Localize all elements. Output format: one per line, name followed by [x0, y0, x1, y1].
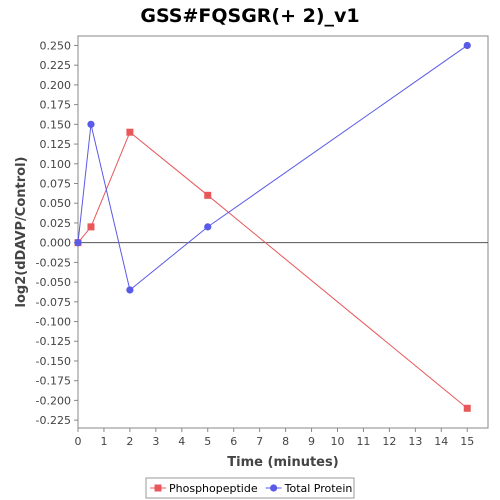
y-tick-label: 0.125	[40, 138, 72, 151]
y-tick-label: -0.050	[36, 276, 71, 289]
x-tick-label: 15	[460, 435, 474, 448]
y-tick-label: -0.150	[36, 355, 71, 368]
x-tick-label: 9	[308, 435, 315, 448]
y-tick-label: 0.200	[40, 79, 72, 92]
x-tick-label: 10	[330, 435, 344, 448]
y-tick-label: 0.075	[40, 177, 72, 190]
legend-marker-circle	[270, 484, 278, 492]
y-tick-label: 0.100	[40, 158, 72, 171]
data-point-circle	[74, 239, 82, 247]
y-tick-label: -0.225	[36, 414, 71, 427]
x-tick-label: 4	[178, 435, 185, 448]
data-point-circle	[87, 120, 95, 128]
x-axis-ticks: 0 1 2 3 4 5 6 7 8 9 10 11 12 13 14 15	[75, 428, 474, 448]
data-point-square	[87, 223, 95, 231]
x-tick-label: 12	[382, 435, 396, 448]
x-tick-label: 11	[356, 435, 370, 448]
x-axis-label: Time (minutes)	[227, 455, 338, 470]
y-tick-label: -0.175	[36, 375, 71, 388]
y-axis-ticks: 0.250 0.225 0.200 0.175 0.150 0.125 0.100 0.075…	[36, 39, 78, 427]
chart-title: GSS#FQSGR(+ 2)_v1	[140, 5, 359, 27]
x-tick-label: 3	[152, 435, 159, 448]
y-tick-label: -0.075	[36, 296, 71, 309]
y-tick-label: 0.225	[40, 59, 72, 72]
x-tick-label: 14	[434, 435, 448, 448]
y-tick-label: -0.125	[36, 335, 71, 348]
x-tick-label: 7	[256, 435, 263, 448]
legend-marker-square	[154, 484, 162, 492]
y-tick-label: 0.025	[40, 217, 72, 230]
y-tick-label: 0.175	[40, 99, 72, 112]
x-tick-label: 2	[126, 435, 133, 448]
x-tick-label: 0	[75, 435, 82, 448]
x-tick-label: 1	[100, 435, 107, 448]
series-layer	[74, 41, 471, 412]
legend-label: Total Protein	[284, 482, 353, 495]
legend-box	[145, 477, 355, 499]
y-tick-label: -0.200	[36, 394, 71, 407]
y-axis-label: log2(dDAVP/Control)	[14, 157, 29, 308]
data-point-circle	[463, 41, 471, 50]
legend: Phosphopeptide Total Protein	[150, 482, 352, 495]
y-tick-label: 0.250	[40, 39, 72, 52]
data-point-square	[204, 191, 212, 199]
x-tick-label: 8	[282, 435, 289, 448]
data-point-circle	[204, 223, 212, 231]
y-tick-label: 0.050	[40, 197, 72, 210]
data-point-square	[463, 404, 471, 412]
y-tick-label: 0.000	[40, 237, 72, 250]
y-tick-label: 0.150	[40, 118, 72, 131]
legend-label: Phosphopeptide	[169, 482, 258, 495]
x-tick-label: 13	[408, 435, 422, 448]
data-point-circle	[126, 286, 134, 294]
y-tick-label: -0.100	[36, 316, 71, 329]
x-tick-label: 5	[204, 435, 211, 448]
x-tick-label: 6	[230, 435, 237, 448]
data-point-square	[126, 128, 134, 136]
plot-area	[77, 35, 489, 429]
y-tick-label: -0.025	[36, 256, 71, 269]
